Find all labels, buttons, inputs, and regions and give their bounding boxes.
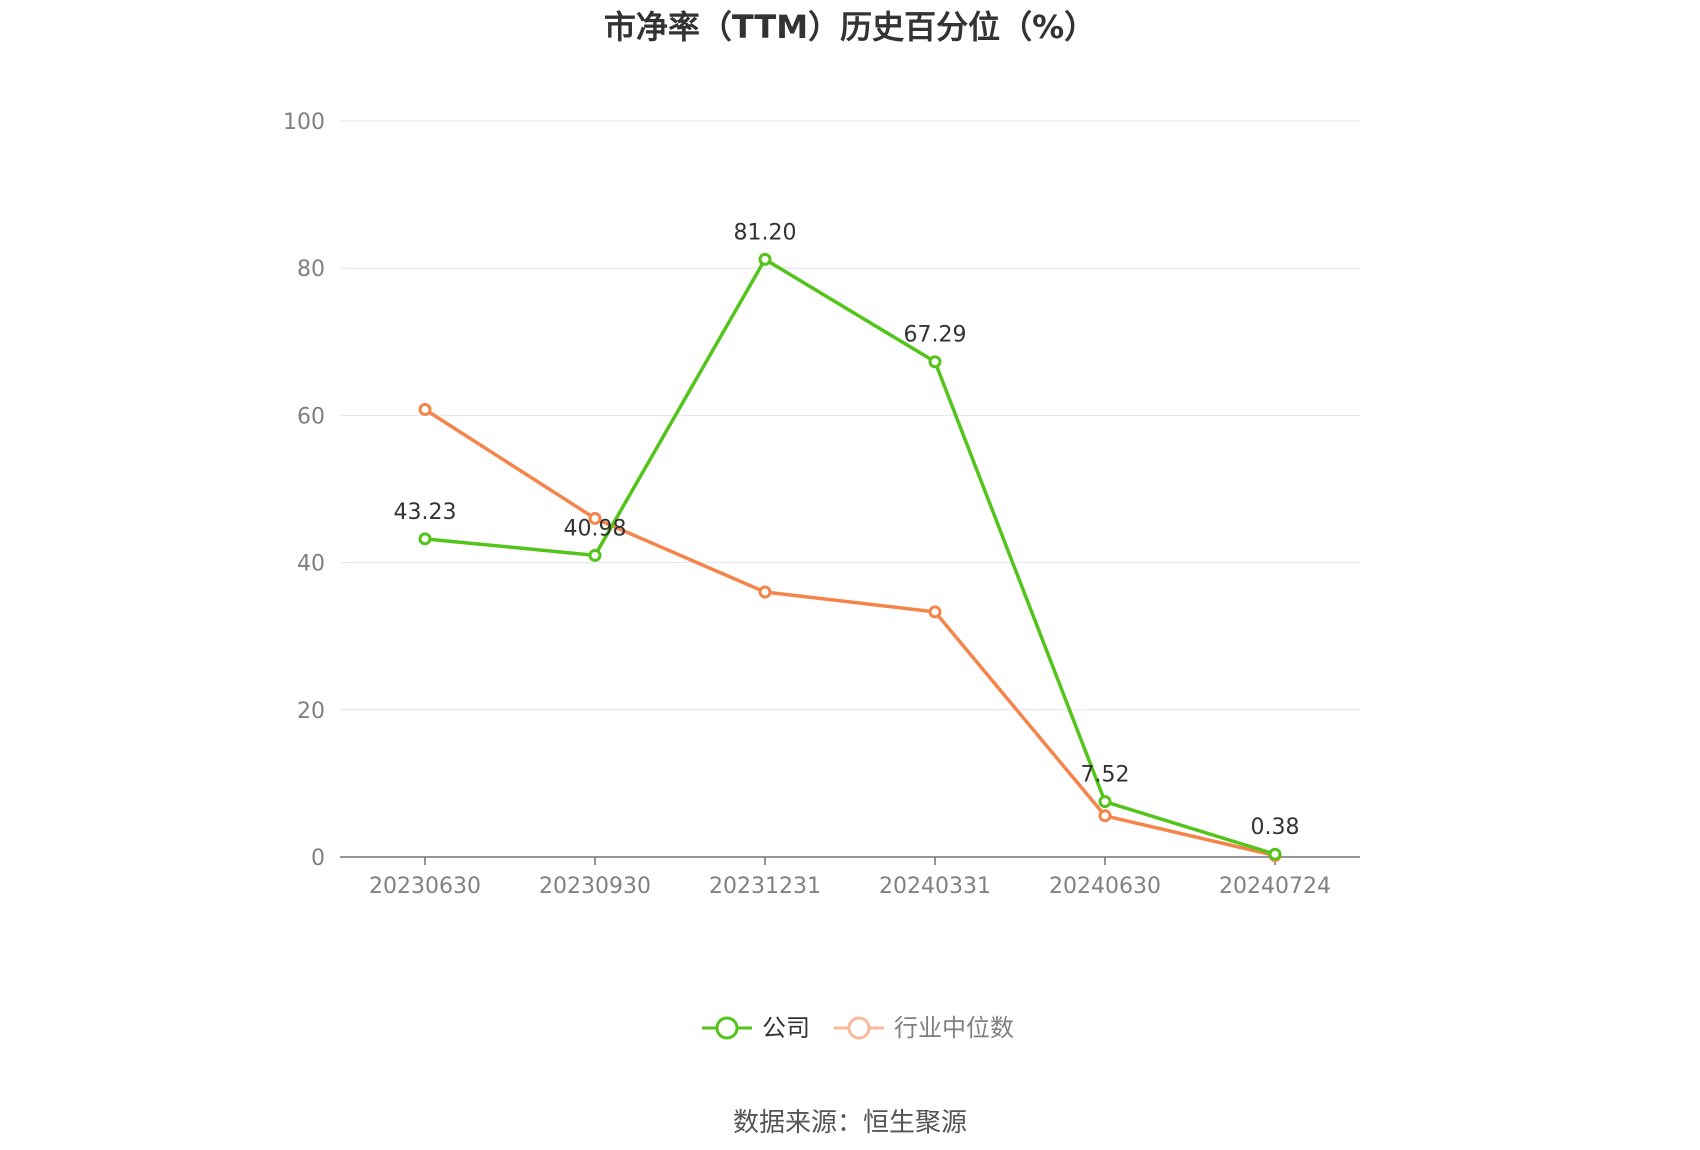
data-label: 43.23 — [394, 500, 457, 525]
data-label: 40.98 — [564, 516, 627, 541]
data-point-industry[interactable] — [418, 403, 432, 417]
legend-item-company[interactable]: 公司 — [702, 1014, 810, 1042]
x-tick-label: 20230930 — [539, 874, 651, 899]
data-point-industry[interactable] — [928, 605, 942, 619]
series-line-industry — [424, 408, 1276, 858]
series-line-company — [424, 257, 1276, 856]
x-tick-label: 20240630 — [1049, 874, 1161, 899]
data-point-company[interactable] — [1098, 795, 1112, 809]
y-tick-label: 0 — [311, 846, 325, 871]
series-layer — [418, 252, 1282, 863]
legend-item-industry[interactable]: 行业中位数 — [834, 1014, 1014, 1042]
data-point-company[interactable] — [1268, 847, 1282, 861]
y-tick-label: 100 — [283, 110, 325, 135]
x-tick-label: 20240331 — [879, 874, 991, 899]
data-point-industry[interactable] — [588, 511, 602, 525]
x-tick-label: 20240724 — [1219, 874, 1331, 899]
y-tick-label: 60 — [297, 404, 325, 429]
data-label: 7.52 — [1081, 763, 1130, 788]
data-label: 81.20 — [734, 220, 797, 245]
data-label: 67.29 — [904, 323, 967, 348]
y-tick-label: 40 — [297, 552, 325, 577]
y-tick-label: 80 — [297, 257, 325, 282]
legend-company-label: 公司 — [762, 1014, 810, 1042]
y-axis-ticks: 0 20 40 60 80 100 — [283, 110, 325, 871]
legend: 公司 行业中位数 — [702, 1014, 1014, 1042]
data-label: 0.38 — [1251, 815, 1300, 840]
grid — [340, 120, 1360, 711]
chart-title: 市净率（TTM）历史百分位（%） — [604, 8, 1096, 46]
data-source: 数据来源：恒生聚源 — [733, 1108, 967, 1138]
x-tick-label: 20231231 — [709, 874, 821, 899]
data-point-industry[interactable] — [1098, 809, 1112, 823]
data-point-company[interactable] — [928, 355, 942, 369]
x-tick-label: 20230630 — [369, 874, 481, 899]
data-point-industry[interactable] — [758, 585, 772, 599]
data-labels: 43.23 40.98 81.20 67.29 7.52 0.38 — [394, 220, 1300, 840]
x-axis-ticks: 20230630 20230930 20231231 20240331 20240630… — [369, 857, 1331, 899]
legend-company-marker — [715, 1016, 739, 1040]
legend-industry-marker — [847, 1016, 871, 1040]
data-point-company[interactable] — [418, 532, 432, 546]
legend-industry-label: 行业中位数 — [894, 1014, 1014, 1042]
data-point-company[interactable] — [588, 548, 602, 562]
data-point-company[interactable] — [758, 252, 772, 266]
y-tick-label: 20 — [297, 699, 325, 724]
